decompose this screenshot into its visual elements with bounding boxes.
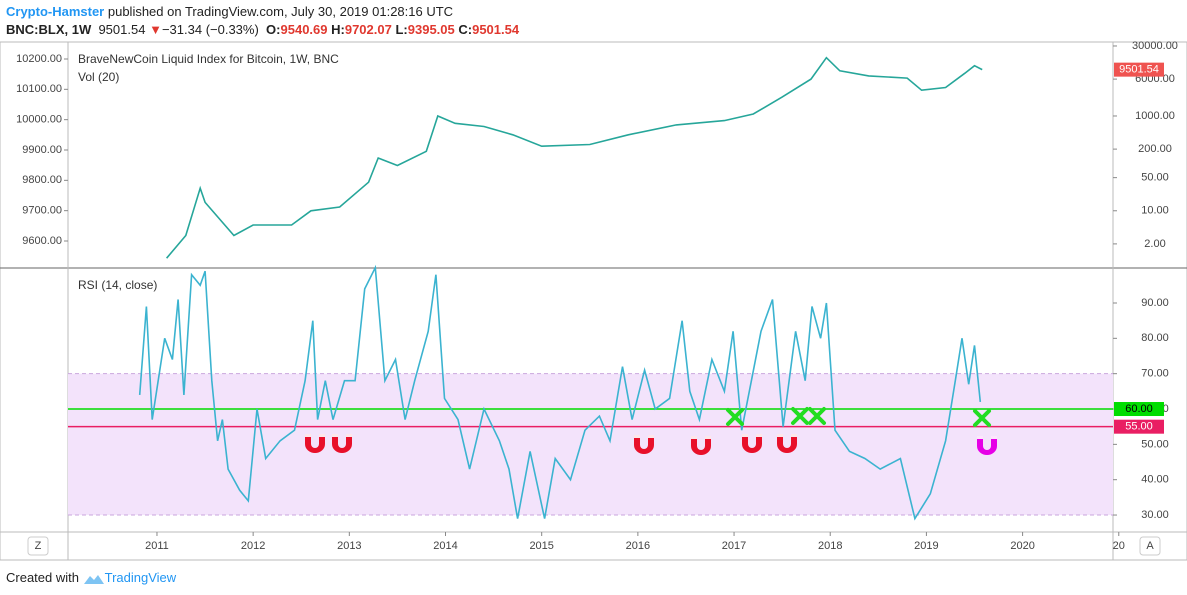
button-label[interactable]: A (1146, 540, 1154, 552)
x-tick-label: 2018 (818, 540, 842, 552)
arrow: ▼ (149, 22, 162, 37)
x-tick-label: 2011 (145, 540, 169, 552)
y2-tick-label: 10000.00 (16, 114, 62, 126)
y-tick-label: 70.00 (1141, 368, 1169, 380)
last-price-label: 9501.54 (1119, 64, 1159, 76)
y-tick-label: 50.00 (1141, 172, 1169, 184)
h-label: H: (331, 22, 345, 37)
price-title: BraveNewCoin Liquid Index for Bitcoin, 1… (78, 52, 339, 66)
y-tick-label: 2.00 (1144, 238, 1165, 250)
x-tick-label: 2013 (337, 540, 361, 552)
x-tick-label: 2016 (626, 540, 650, 552)
y-tick-label: 30.00 (1141, 509, 1169, 521)
l-label: L: (395, 22, 408, 37)
y2-tick-label: 10100.00 (16, 83, 62, 95)
rsi-title: RSI (14, close) (78, 278, 157, 292)
ohlc-line: BNC:BLX, 1W 9501.54 ▼−31.34 (−0.33%) O:9… (6, 22, 519, 37)
series-line (138, 264, 982, 521)
c-label: C: (458, 22, 473, 37)
rsi-band (68, 373, 1113, 516)
x-tick-label: 2019 (914, 540, 938, 552)
y-tick-label: 1000.00 (1135, 110, 1175, 122)
y2-tick-label: 9600.00 (22, 235, 62, 247)
y2-tick-label: 9700.00 (22, 205, 62, 217)
y-tick-label: 10.00 (1141, 205, 1169, 217)
last: 9501.54 (98, 22, 146, 37)
x-tick-label: 2020 (1010, 540, 1034, 552)
author[interactable]: Crypto-Hamster (6, 4, 105, 19)
last-price-box (1114, 62, 1164, 77)
footer-brand[interactable]: TradingView (104, 570, 177, 585)
x-tick-label: 2017 (722, 540, 746, 552)
y-tick-label: 200.00 (1138, 143, 1172, 155)
y-tick-label: 80.00 (1141, 332, 1169, 344)
x-tick-label: 20 (1113, 540, 1125, 552)
x-tick-label: 2012 (241, 540, 265, 552)
x-tick-label: 2015 (529, 540, 553, 552)
y-tick-label: 90.00 (1141, 297, 1169, 309)
vol-title: Vol (20) (78, 70, 119, 84)
level-label-box (1114, 419, 1164, 434)
footer-text: Created with (6, 570, 79, 585)
open: 9540.69 (280, 22, 328, 37)
level-label-box (1114, 402, 1164, 417)
plot-layer: 30000.006000.001000.00200.0050.0010.002.… (16, 40, 1178, 552)
change: −31.34 (−0.33%) (161, 22, 259, 37)
level-label: 60.00 (1125, 403, 1153, 415)
series-line (165, 56, 983, 259)
y-tick-label: 30000.00 (1132, 40, 1178, 52)
footer: Created with TradingView (6, 570, 176, 585)
y2-tick-label: 9800.00 (22, 174, 62, 186)
o-label: O: (266, 22, 281, 37)
button-label[interactable]: Z (35, 540, 42, 552)
x-tick-label: 2014 (433, 540, 457, 552)
y2-tick-label: 9900.00 (22, 144, 62, 156)
symbol: BNC:BLX, 1W (6, 22, 92, 37)
frame (0, 41, 1187, 561)
published: published on TradingView.com, July 30, 2… (104, 4, 454, 19)
high: 9702.07 (344, 22, 392, 37)
level-label: 55.00 (1125, 421, 1153, 433)
close: 9501.54 (472, 22, 520, 37)
y2-tick-label: 10200.00 (16, 53, 62, 65)
low: 9395.05 (407, 22, 455, 37)
button[interactable] (1139, 536, 1161, 556)
button[interactable] (27, 536, 49, 556)
logo (83, 574, 104, 584)
y-tick-label: 50.00 (1141, 438, 1169, 450)
header-line: Crypto-Hamster published on TradingView.… (6, 4, 453, 19)
y-tick-label: 40.00 (1141, 474, 1169, 486)
